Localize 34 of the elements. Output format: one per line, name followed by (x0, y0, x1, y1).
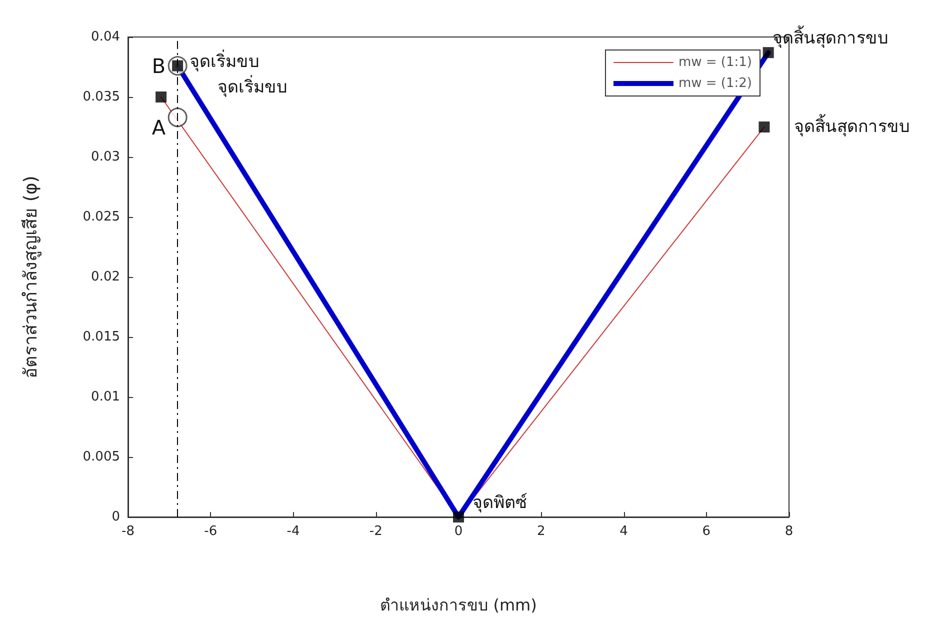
annotation: จุดสิ้นสุดการขบ (772, 26, 888, 49)
y-tick-label: 0.005 (82, 450, 120, 464)
y-tick-label: 0.025 (82, 210, 120, 224)
y-tick-label: 0.015 (82, 330, 120, 344)
y-tick-label: 0.02 (91, 270, 120, 284)
x-tick-label: 4 (620, 524, 628, 539)
x-tick-label: 8 (784, 524, 794, 539)
legend-label: mw = (1:2) (678, 76, 752, 91)
y-tick-label: 0.04 (91, 30, 120, 44)
annotation: B (152, 54, 166, 78)
x-tick-label: 0 (454, 524, 463, 539)
point (453, 512, 464, 522)
point (168, 108, 188, 128)
annotation: จุดเริ่มขบ (190, 48, 260, 72)
x-tick-label: -2 (369, 524, 382, 539)
y-tick-label: 0 (112, 510, 120, 524)
x-axis-title: ตำแหน่งการขบ (mm) (380, 596, 537, 614)
y-tick-label: 0.01 (91, 390, 120, 404)
x-tick-label: 6 (702, 524, 711, 539)
x-tick-label: 2 (536, 524, 546, 539)
legend-label: mw = (1:1) (678, 55, 752, 70)
annotation: จุดพิตซ์ (472, 493, 528, 513)
x-tick-label: -4 (286, 524, 300, 539)
y-tick-label: 0.035 (82, 90, 120, 104)
annotation: จุดสิ้นสุดการขบ (794, 114, 910, 137)
point (758, 122, 770, 132)
point (762, 47, 774, 58)
annotation: จุดเริ่มขบ (218, 74, 288, 98)
x-tick-label: -6 (204, 524, 218, 539)
x-tick-label: -8 (122, 524, 134, 539)
annotation: A (152, 115, 166, 140)
y-axis-title: อัตราส่วนกำลังสูญเสีย (φ) (20, 176, 42, 378)
y-tick-label: 0.03 (91, 150, 120, 164)
point (156, 92, 167, 102)
